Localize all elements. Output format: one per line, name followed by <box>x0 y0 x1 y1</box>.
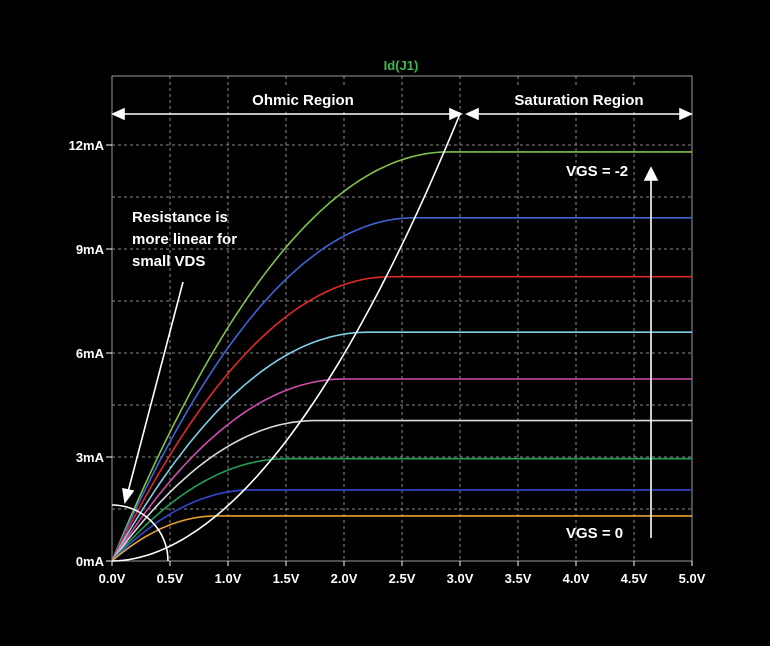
y-tick-label: 6mA <box>76 346 105 361</box>
x-tick-label: 0.5V <box>157 571 184 586</box>
x-tick-label: 4.5V <box>621 571 648 586</box>
ohmic-saturation-boundary <box>111 113 461 562</box>
series-line <box>111 275 692 562</box>
x-tick-label: 5.0V <box>679 571 706 586</box>
x-tick-label: 3.0V <box>447 571 474 586</box>
series-line <box>111 331 692 562</box>
resistance-note-line-1: Resistance is <box>132 209 228 226</box>
x-tick-label: 2.0V <box>331 571 358 586</box>
y-tick-label: 3mA <box>76 450 105 465</box>
x-tick-label: 4.0V <box>563 571 590 586</box>
series-line <box>111 457 692 562</box>
y-tick-label: 0mA <box>76 554 105 569</box>
series-line <box>111 151 692 562</box>
vgs-top-label: VGS = -2 <box>566 163 628 180</box>
x-tick-label: 1.0V <box>215 571 242 586</box>
x-tick-label: 1.5V <box>273 571 300 586</box>
resistance-note-line-3: small VDS <box>132 253 205 270</box>
grid <box>112 76 692 561</box>
y-axis: 0mA 3mA 6mA 9mA 12mA <box>69 138 112 569</box>
y-tick-label: 12mA <box>69 138 105 153</box>
series-line <box>111 378 692 562</box>
resistance-note-line-2: more linear for <box>132 231 237 248</box>
vgs-bottom-label: VGS = 0 <box>566 525 623 542</box>
series-line <box>111 489 692 562</box>
x-tick-label: 0.0V <box>99 571 126 586</box>
resistance-note-arrow <box>122 281 184 505</box>
chart-title: Id(J1) <box>384 58 419 73</box>
series-line <box>111 515 692 562</box>
series-line <box>111 419 692 562</box>
vgs-arrow <box>643 166 659 538</box>
saturation-region-arrow <box>465 107 693 121</box>
series-lines <box>111 151 692 562</box>
series-line <box>111 217 692 562</box>
y-tick-label: 9mA <box>76 242 105 257</box>
x-axis: 0.0V 0.5V 1.0V 1.5V 2.0V 2.5V 3.0V 3.5V 4.0V 4.5V… <box>99 561 706 586</box>
small-vds-arc <box>111 504 169 562</box>
ohmic-region-label: Ohmic Region <box>252 92 354 109</box>
x-tick-label: 3.5V <box>505 571 532 586</box>
saturation-region-label: Saturation Region <box>514 92 643 109</box>
ohmic-label-bg <box>238 88 368 110</box>
x-tick-label: 2.5V <box>389 571 416 586</box>
ohmic-region-arrow <box>111 107 463 121</box>
saturation-label-bg <box>496 88 662 110</box>
